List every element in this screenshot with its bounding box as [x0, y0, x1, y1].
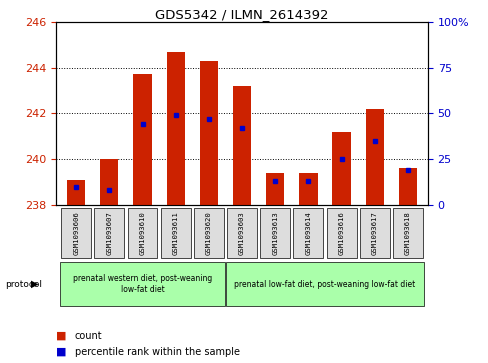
Text: ▶: ▶ — [31, 279, 39, 289]
Bar — [365, 109, 383, 205]
Bar — [133, 74, 151, 205]
FancyBboxPatch shape — [392, 208, 422, 258]
Text: ■: ■ — [56, 331, 66, 341]
Text: prenatal low-fat diet, post-weaning low-fat diet: prenatal low-fat diet, post-weaning low-… — [234, 280, 415, 289]
Text: count: count — [75, 331, 102, 341]
FancyBboxPatch shape — [61, 208, 91, 258]
FancyBboxPatch shape — [226, 208, 257, 258]
Text: GSM1093606: GSM1093606 — [73, 211, 79, 255]
Bar — [232, 86, 251, 205]
Text: GSM1093611: GSM1093611 — [172, 211, 178, 255]
Text: GSM1093607: GSM1093607 — [106, 211, 112, 255]
Bar — [332, 132, 350, 205]
Text: protocol: protocol — [5, 280, 42, 289]
Text: ■: ■ — [56, 347, 66, 357]
Bar — [100, 159, 118, 205]
FancyBboxPatch shape — [161, 208, 190, 258]
FancyBboxPatch shape — [94, 208, 124, 258]
Bar — [265, 173, 284, 205]
Bar — [166, 52, 184, 205]
Text: GSM1093613: GSM1093613 — [272, 211, 278, 255]
Text: GSM1093610: GSM1093610 — [139, 211, 145, 255]
Text: GSM1093616: GSM1093616 — [338, 211, 344, 255]
FancyBboxPatch shape — [260, 208, 289, 258]
FancyBboxPatch shape — [293, 208, 323, 258]
Text: GSM1093617: GSM1093617 — [371, 211, 377, 255]
Bar — [67, 180, 85, 205]
Text: GSM1093603: GSM1093603 — [239, 211, 244, 255]
Bar — [299, 173, 317, 205]
FancyBboxPatch shape — [60, 262, 224, 306]
Text: GSM1093614: GSM1093614 — [305, 211, 311, 255]
Text: GSM1093620: GSM1093620 — [205, 211, 211, 255]
FancyBboxPatch shape — [225, 262, 423, 306]
Text: prenatal western diet, post-weaning
low-fat diet: prenatal western diet, post-weaning low-… — [73, 274, 212, 294]
FancyBboxPatch shape — [194, 208, 224, 258]
Bar — [199, 61, 218, 205]
Title: GDS5342 / ILMN_2614392: GDS5342 / ILMN_2614392 — [155, 8, 328, 21]
Bar — [398, 168, 416, 205]
FancyBboxPatch shape — [326, 208, 356, 258]
FancyBboxPatch shape — [359, 208, 389, 258]
FancyBboxPatch shape — [127, 208, 157, 258]
Text: GSM1093618: GSM1093618 — [404, 211, 410, 255]
Text: percentile rank within the sample: percentile rank within the sample — [75, 347, 239, 357]
